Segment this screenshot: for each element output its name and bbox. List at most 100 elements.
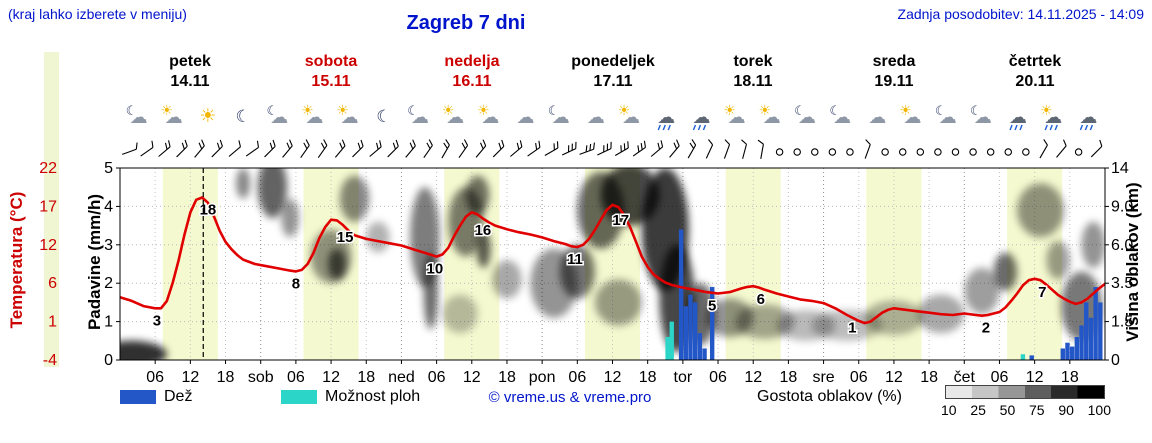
wind-barb-icon bbox=[334, 139, 346, 158]
wind-barb-icon bbox=[458, 139, 469, 159]
cloud-icon: ☁ bbox=[974, 107, 992, 127]
wind-barb-icon bbox=[741, 139, 748, 159]
raindrop-icon bbox=[1054, 124, 1058, 131]
wind-barb-icon bbox=[282, 139, 293, 158]
weather-icon-sun-cloud: ☀☁ bbox=[442, 102, 464, 127]
sun-icon: ☀ bbox=[899, 102, 912, 118]
day-date: 20.11 bbox=[1015, 73, 1055, 90]
cloud-icon: ☁ bbox=[833, 107, 851, 127]
precip-axis-tick-label: 5 bbox=[104, 160, 113, 177]
weather-icon-cloud: ☁ bbox=[517, 107, 535, 127]
temperature-value-label: 11 bbox=[567, 251, 583, 268]
wind-calm-icon bbox=[881, 148, 889, 156]
temperature-value-label: 16 bbox=[475, 222, 492, 239]
rain-bar bbox=[1084, 302, 1089, 360]
weather-icon-sun-cloud: ☀☁ bbox=[759, 102, 781, 127]
raindrop-icon bbox=[667, 124, 671, 131]
sun-icon: ☀ bbox=[759, 102, 772, 118]
cloud-blob bbox=[993, 252, 1018, 291]
wind-barb-icon bbox=[705, 139, 714, 159]
x-axis-tick-label: 12 bbox=[604, 369, 622, 386]
scale-tick: 100 bbox=[1087, 402, 1111, 418]
scale-tick: 90 bbox=[1058, 402, 1074, 418]
temperature-value-label: 17 bbox=[612, 212, 629, 229]
wind-barb-icon bbox=[264, 139, 276, 158]
cloud-icon: ☁ bbox=[130, 107, 148, 127]
moon-icon: ☾ bbox=[548, 103, 560, 118]
rain-bar bbox=[1074, 336, 1080, 360]
cloud-icon: ☁ bbox=[904, 107, 922, 127]
precip-axis-tick-label: 2 bbox=[104, 275, 113, 292]
moon-icon: ☾ bbox=[935, 103, 947, 118]
wind-barb-icon bbox=[211, 139, 223, 158]
cloud-axis-tick-label: 14 bbox=[1111, 160, 1129, 177]
weather-icon-cloud-rain: ☁ bbox=[692, 107, 710, 131]
x-axis-tick-label: pon bbox=[529, 369, 556, 386]
weather-icon-cloud-rain: ☁ bbox=[657, 107, 675, 131]
temp-axis-tick-label: 22 bbox=[39, 160, 57, 177]
raindrop-icon bbox=[1084, 124, 1089, 131]
cloud-icon: ☁ bbox=[446, 107, 464, 127]
wind-barb-icon bbox=[158, 140, 171, 157]
day-name: ponedeljek bbox=[571, 53, 655, 70]
copyright-link[interactable]: © vreme.us & vreme.pro bbox=[488, 389, 652, 406]
weather-icon-cloud-rain: ☁ bbox=[1079, 107, 1097, 131]
rain-bar bbox=[678, 229, 684, 360]
cloud-blob bbox=[1017, 183, 1064, 238]
cloud-icon: ☁ bbox=[481, 107, 499, 127]
sun-icon: ☀ bbox=[1040, 102, 1053, 118]
rain-bar bbox=[1065, 342, 1070, 360]
wind-barb-icon bbox=[352, 139, 364, 158]
temp-axis-tick-label: -4 bbox=[43, 352, 57, 369]
x-axis-tick-label: 12 bbox=[744, 369, 762, 386]
weather-icon-moon: ☾ bbox=[236, 107, 251, 126]
x-axis-tick-label: 18 bbox=[920, 369, 938, 386]
x-axis-tick-label: 06 bbox=[850, 369, 868, 386]
raindrop-icon bbox=[697, 124, 702, 131]
page-title: Zagreb 7 dni bbox=[406, 12, 526, 34]
wind-calm-icon bbox=[828, 148, 837, 156]
cloud-blob bbox=[492, 260, 522, 299]
cloud-axis-tick-label: 3.5 bbox=[1111, 275, 1133, 292]
cloud-blob bbox=[559, 244, 595, 299]
weather-icon-moon: ☾ bbox=[376, 107, 391, 126]
weather-icon-cloud: ☁ bbox=[868, 107, 886, 127]
x-axis-tick-label: 18 bbox=[779, 369, 797, 386]
x-axis-tick-label: 18 bbox=[217, 369, 235, 386]
temperature-value-label: 6 bbox=[757, 291, 765, 308]
wind-barb-icon bbox=[614, 141, 629, 156]
cloud-icon: ☁ bbox=[798, 107, 816, 127]
raindrop-icon bbox=[702, 124, 707, 131]
wind-calm-icon bbox=[951, 148, 960, 156]
x-axis-tick-label: 12 bbox=[1026, 369, 1044, 386]
wind-barb-icon bbox=[140, 140, 154, 157]
left-accent-strip bbox=[44, 52, 59, 367]
x-axis-tick-label: 06 bbox=[287, 369, 305, 386]
wind-barb-icon bbox=[300, 139, 310, 159]
cloud-blob bbox=[864, 300, 924, 336]
wind-barb-icon bbox=[194, 139, 205, 158]
wind-calm-icon bbox=[793, 148, 801, 156]
sun-icon: ☀ bbox=[618, 102, 631, 118]
cloud-icon: ☁ bbox=[165, 107, 183, 127]
sun-icon: ☀ bbox=[477, 102, 490, 118]
wind-barb-icon bbox=[1056, 139, 1067, 158]
raindrop-icon bbox=[1009, 124, 1013, 131]
rain-legend-label: Dež bbox=[164, 388, 193, 405]
x-axis-tick-label: 18 bbox=[639, 369, 657, 386]
rain-bar bbox=[683, 306, 688, 360]
x-axis-tick-label: 06 bbox=[709, 369, 727, 386]
weather-icon-cloud: ☁ bbox=[587, 107, 605, 127]
sun-icon: ☀ bbox=[442, 102, 455, 118]
x-axis-tick-label: čet bbox=[954, 369, 976, 386]
wind-barb-icon bbox=[597, 141, 612, 156]
cloud-blob bbox=[442, 294, 478, 334]
moon-icon: ☾ bbox=[266, 103, 278, 118]
wind-barb-icon bbox=[317, 139, 328, 159]
day-header-3: ponedeljek 17.11 bbox=[543, 52, 683, 92]
moon-icon: ☾ bbox=[794, 103, 806, 118]
x-axis-tick-label: 18 bbox=[1061, 369, 1079, 386]
cloud-icon: ☁ bbox=[868, 107, 886, 127]
day-name: četrtek bbox=[1008, 53, 1062, 70]
